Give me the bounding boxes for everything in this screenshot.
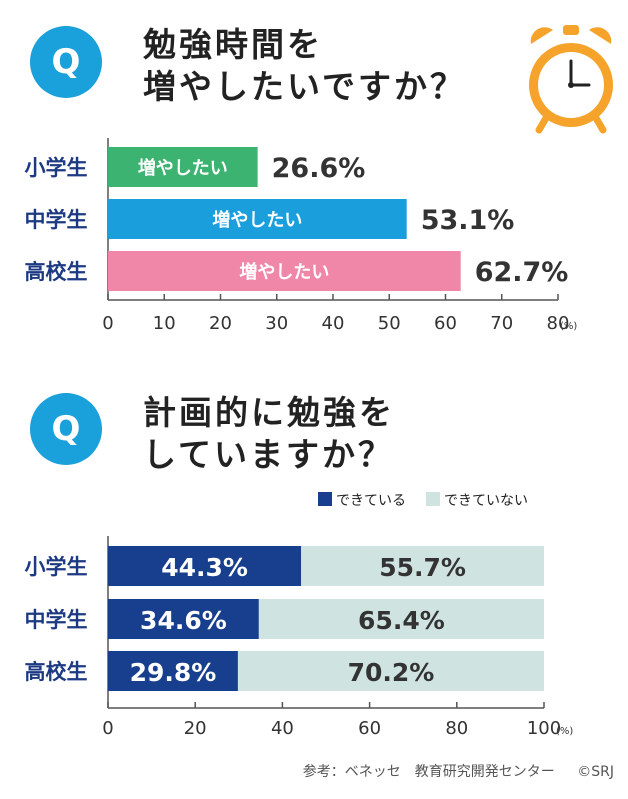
x-tick-label: 30 [265,313,288,334]
bar-segment [258,599,544,639]
question-2-line-1: 計画的に勉強を [143,393,395,432]
question-1-badge: Q [30,26,102,98]
x-tick-label: 0 [102,718,113,739]
x-tick-label: 80 [445,718,468,739]
credit-source: 参考：ベネッセ 教育研究開発センター [302,764,555,780]
credit-line: 参考：ベネッセ 教育研究開発センター ©SRJ [303,761,614,781]
question-2-badge: Q [30,393,102,465]
category-label: 中学生 [25,608,88,632]
category-label: 小学生 [25,555,88,579]
data-label: 44.3% [161,553,248,582]
x-tick-label: 60 [434,313,457,334]
legend-swatch [426,492,440,506]
data-label: 53.1% [421,205,515,236]
data-label: 70.2% [348,658,435,687]
data-label: 29.8% [130,658,217,687]
bar [108,251,461,291]
category-label: 高校生 [25,660,88,684]
data-label: 26.6% [272,153,366,184]
question-2-line-2: していますか？ [143,435,395,474]
x-tick-label: 50 [378,313,401,334]
bar-segment [301,546,544,586]
x-tick-label: 0 [102,313,113,334]
x-tick-label: 80 [547,313,570,334]
bar [108,147,258,187]
question-2-text: 計画的に勉強を していますか？ [143,392,395,476]
bar-segment [237,651,545,691]
bar-segment [108,651,238,691]
x-tick-label: 20 [184,718,207,739]
x-tick-label: 40 [322,313,345,334]
question-1-line-2: 増やしたいですか？ [143,67,467,106]
x-axis-unit: (%) [556,726,573,737]
chart-1: 0 10 20 30 40 50 60 70 80(%)小学生 増やしたい 26.6%中学生 増やした… [25,138,577,334]
x-tick-label: 10 [153,313,176,334]
legend-swatch [318,492,332,506]
bar-inner-label: 増やしたい [239,261,329,283]
bar [108,199,407,239]
bar-segment [108,546,302,586]
data-label: 34.6% [140,606,227,635]
x-tick-label: 70 [490,313,513,334]
x-tick-label: 20 [209,313,232,334]
data-label: 62.7% [475,257,569,288]
legend-label: できている [336,493,406,509]
data-label: 55.7% [379,553,466,582]
category-label: 高校生 [25,260,88,284]
bar-segment [108,599,259,639]
x-tick-label: 60 [358,718,381,739]
question-1-line-1: 勉強時間を [143,25,323,64]
credit-copyright: ©SRJ [577,764,614,780]
category-label: 小学生 [25,156,88,180]
category-label: 中学生 [25,208,88,232]
x-tick-label: 40 [271,718,294,739]
data-label: 65.4% [358,606,445,635]
x-axis-unit: (%) [560,321,577,332]
bar-inner-label: 増やしたい [138,157,228,179]
x-tick-label: 100 [527,718,561,739]
question-1-text: 勉強時間を 増やしたいですか？ [143,24,466,108]
bar-inner-label: 増やしたい [212,209,302,231]
legend-label: できていない [444,493,528,509]
